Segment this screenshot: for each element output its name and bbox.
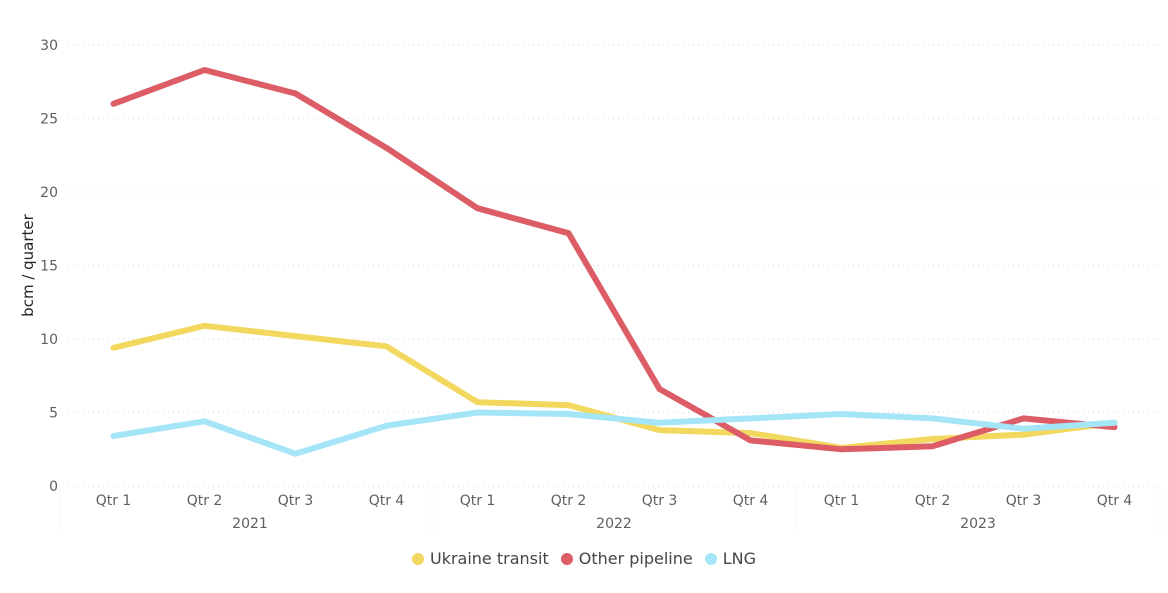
y-tick-label: 5 xyxy=(49,406,58,422)
x-tick-label: Qtr 2 xyxy=(187,493,223,509)
y-tick-label: 15 xyxy=(40,259,58,275)
legend-label: Ukraine transit xyxy=(429,549,549,568)
x-tick-label: Qtr 1 xyxy=(96,493,132,509)
legend-item[interactable]: Ukraine transit xyxy=(411,549,549,568)
line-chart-svg: 0 5 10 15 20 25 30 bcm / quarter Qtr 1 Qtr 2 Qtr 3… xyxy=(19,38,1161,533)
series-line-ukraine-transit xyxy=(110,322,1118,451)
x-tick-label: Qtr 3 xyxy=(278,493,314,509)
x-tick-label: Qtr 3 xyxy=(1006,493,1042,509)
legend-marker-icon xyxy=(411,552,424,565)
series-line-lng xyxy=(110,409,1118,457)
x-tick-label: Qtr 4 xyxy=(1097,493,1133,509)
x-group-label: 2023 xyxy=(960,516,996,532)
y-axis-title: bcm / quarter xyxy=(19,213,37,316)
x-group-label: 2022 xyxy=(596,516,632,532)
x-tick-label: Qtr 3 xyxy=(642,493,678,509)
x-tick-label: Qtr 2 xyxy=(551,493,587,509)
y-tick-label: 25 xyxy=(40,112,58,128)
legend-marker-icon xyxy=(560,552,573,565)
y-tick-label: 20 xyxy=(40,185,58,201)
x-group-label: 2021 xyxy=(232,516,268,532)
x-tick-label: Qtr 2 xyxy=(915,493,951,509)
legend-item[interactable]: LNG xyxy=(704,549,756,568)
x-tick-label: Qtr 1 xyxy=(824,493,860,509)
legend: Ukraine transit Other pipeline LNG xyxy=(0,549,1168,568)
legend-label: Other pipeline xyxy=(578,549,693,568)
x-tick-label: Qtr 4 xyxy=(369,493,405,509)
y-tick-label: 10 xyxy=(40,332,58,348)
y-tick-label: 30 xyxy=(40,38,58,54)
y-tick-label: 0 xyxy=(49,479,58,495)
series-line-other-pipeline xyxy=(110,67,1118,453)
x-tick-label: Qtr 4 xyxy=(733,493,769,509)
legend-item[interactable]: Other pipeline xyxy=(560,549,693,568)
legend-marker-icon xyxy=(704,552,717,565)
x-tick-label: Qtr 1 xyxy=(460,493,496,509)
legend-label: LNG xyxy=(722,549,756,568)
